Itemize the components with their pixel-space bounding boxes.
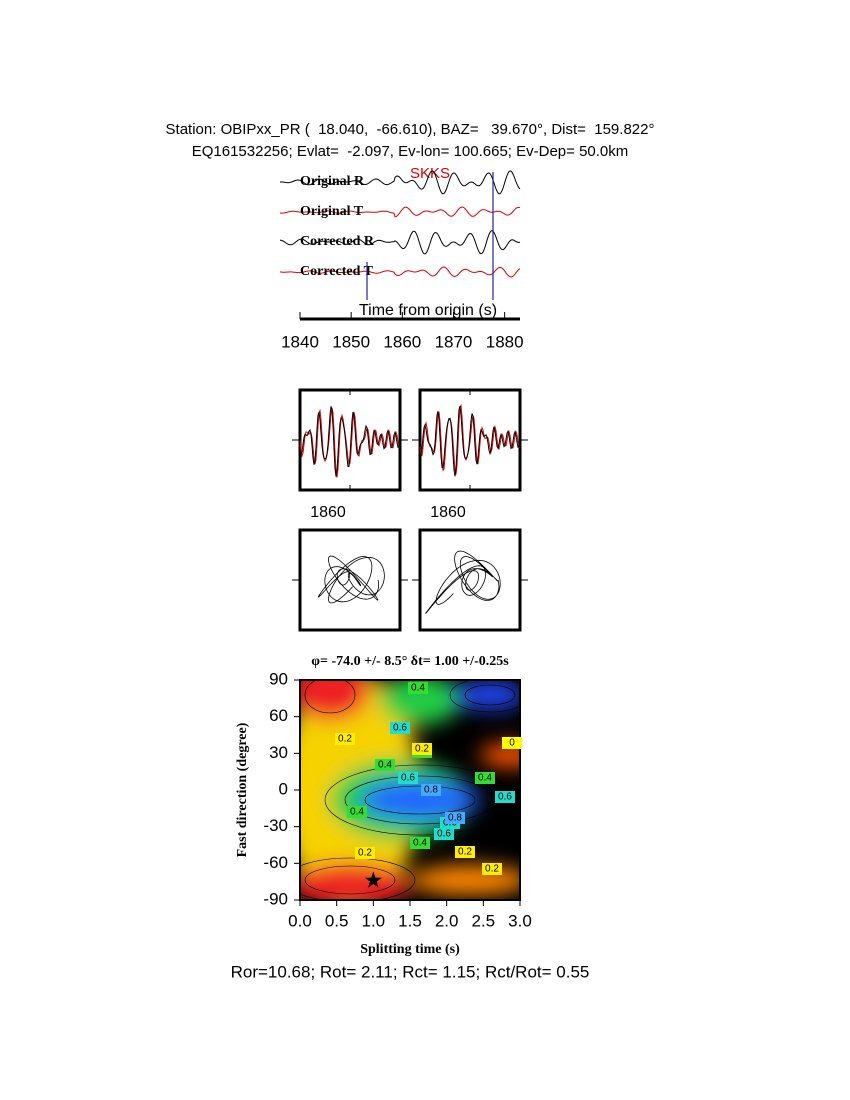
panel: [298, 388, 402, 492]
panel-tick-label: 1860: [430, 504, 466, 521]
seismogram: [299, 406, 401, 477]
x-axis-label: Splitting time (s): [360, 942, 460, 957]
y-tick-label: 30: [269, 743, 288, 762]
x-tick-label: 1840: [281, 332, 319, 351]
y-tick-label: -30: [263, 816, 288, 835]
waveform: [279, 206, 521, 218]
contour-label: 0.4: [378, 760, 392, 771]
x-tick-label: 2.5: [472, 911, 496, 930]
contour-label: 0.4: [411, 683, 425, 694]
panel: [418, 528, 522, 632]
x-tick-label: 0.5: [325, 911, 349, 930]
x-tick-label: 0.0: [288, 911, 312, 930]
seismogram: [419, 405, 521, 477]
contour-label-bg: [410, 837, 430, 849]
x-tick-label: 1870: [435, 332, 473, 351]
seismogram: [299, 407, 401, 478]
y-tick-label: 90: [269, 669, 288, 688]
waveform: [279, 266, 521, 278]
contour-label-bg: [445, 812, 465, 824]
contour-label: 0.2: [338, 734, 352, 745]
contour-label: 0.2: [458, 847, 472, 858]
header-line: EQ161532256; Evlat= -2.097, Ev-lon= 100.…: [192, 143, 629, 160]
x-tick-label: 1.5: [398, 911, 422, 930]
contour-label-bg: [347, 806, 367, 818]
x-tick-label: 1880: [486, 332, 524, 351]
time-axis-label: Time from origin (s): [359, 302, 497, 319]
contour-label-bg: [455, 846, 475, 858]
contour-label-bg: [475, 772, 495, 784]
contour-label: 0.8: [424, 785, 438, 796]
x-tick-label: 1860: [383, 332, 421, 351]
chart-title: φ= -74.0 +/- 8.5° δt= 1.00 +/-0.25s: [311, 654, 509, 669]
contour-label-bg: [421, 784, 441, 796]
contour-label-bg: [355, 847, 375, 859]
y-tick-label: -90: [263, 889, 288, 908]
contour-label: 0.6: [498, 792, 512, 803]
x-tick-label: 3.0: [508, 911, 532, 930]
contour-label: 0.4: [413, 838, 427, 849]
trace-label: Corrected T: [300, 264, 374, 279]
footer: Ror=10.68; Rot= 2.11; Rct= 1.15; Rct/Rot…: [231, 962, 590, 981]
waveform: [279, 230, 521, 255]
panel-curves: [292, 390, 528, 614]
contour-label-bg: [390, 722, 410, 734]
particle-motion: [317, 555, 385, 604]
contour-label-bg: [502, 737, 522, 749]
contour-label: 0.2: [358, 848, 372, 859]
contour-label: 0.8: [448, 813, 462, 824]
x-tick-label: 1850: [332, 332, 370, 351]
y-tick-label: 0: [279, 779, 288, 798]
contour-label: 0.4: [350, 807, 364, 818]
contour-label-bg: [434, 828, 454, 840]
trace-label: Original R: [300, 174, 365, 189]
contour-label-bg: [335, 733, 355, 745]
contour-label: 0.6: [393, 723, 407, 734]
y-tick-label: -60: [263, 853, 288, 872]
contour-label: 0.6: [401, 773, 415, 784]
header-line: Station: OBIPxx_PR ( 18.040, -66.610), B…: [166, 121, 655, 138]
contour-labels: 0.4 0.6 0.4 0.2 0.2 0 0.4 0.6 0.8 0.4 0.6 0.4 0.6 0.8…: [335, 682, 522, 875]
contour-label-bg: [482, 863, 502, 875]
contour-label: 0.2: [415, 744, 429, 755]
contour-label: 0: [509, 738, 515, 749]
contour-label-bg: [408, 682, 428, 694]
y-tick-label: 60: [269, 706, 288, 725]
y-axis-label: Fast direction (degree): [235, 722, 250, 857]
contour-label-bg: [375, 759, 395, 771]
contour-label: 0.4: [478, 773, 492, 784]
best-fit-marker: [364, 871, 382, 888]
contour-label-bg: [398, 772, 418, 784]
particle-motion: [425, 550, 501, 614]
waveform: [279, 170, 521, 195]
x-tick-label: 2.0: [435, 911, 459, 930]
contour-label-bg: [495, 791, 515, 803]
x-tick-label: 1.0: [362, 911, 386, 930]
trace-label: Corrected R: [300, 234, 375, 249]
traces: Original R Original T Corrected R Corrected…: [279, 170, 521, 300]
panel-tick-label: 1860: [310, 504, 346, 521]
trace-label: Original T: [300, 204, 364, 219]
contour-label: 0.2: [485, 864, 499, 875]
contour-label-bg: [412, 743, 432, 755]
seismogram: [419, 403, 520, 475]
contour-map: [300, 680, 520, 900]
contour-label: 0.6: [437, 829, 451, 840]
